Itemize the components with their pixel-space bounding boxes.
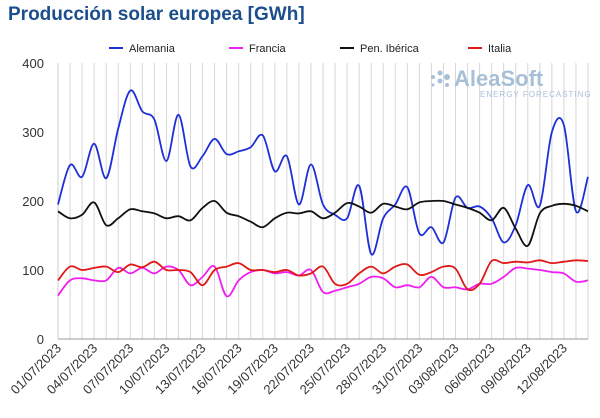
series-line-alemania <box>57 89 589 256</box>
chart-title: Producción solar europea [GWh] <box>8 4 305 25</box>
series-line-pen-iberica <box>57 199 589 247</box>
series-line-italia <box>57 258 589 292</box>
y-tick-label: 0 <box>37 332 44 347</box>
x-axis-ticks: 01/07/202304/07/202307/07/202310/07/2023… <box>7 341 570 398</box>
grid-lines <box>57 63 589 339</box>
y-tick-label: 400 <box>22 56 44 71</box>
y-tick-label: 100 <box>22 263 44 278</box>
series-line-francia <box>57 265 589 298</box>
aleasoft-watermark: AleaSoft ENERGY FORECASTING <box>431 66 592 99</box>
aleasoft-logo-icon <box>431 70 450 87</box>
legend: Alemania Francia Pen. Ibérica Italia <box>109 43 512 55</box>
legend-label: Pen. Ibérica <box>360 43 420 55</box>
y-tick-label: 200 <box>22 194 44 209</box>
legend-label: Alemania <box>129 43 176 55</box>
legend-label: Francia <box>249 43 287 55</box>
watermark-brand: AleaSoft <box>454 66 544 91</box>
watermark-tagline: ENERGY FORECASTING <box>480 90 592 99</box>
series-lines <box>57 89 589 298</box>
plot-border <box>57 63 588 340</box>
y-axis-ticks: 0 100 200 300 400 <box>22 56 44 347</box>
y-tick-label: 300 <box>22 125 44 140</box>
legend-label: Italia <box>488 43 512 55</box>
